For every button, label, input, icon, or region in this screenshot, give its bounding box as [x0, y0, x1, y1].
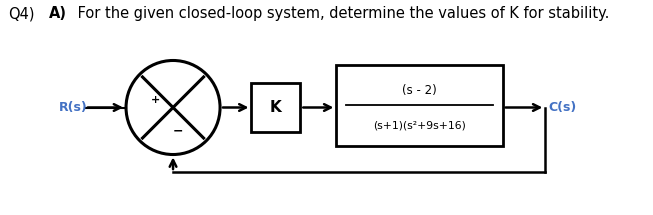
Text: +: +: [151, 95, 160, 105]
Bar: [336, 64, 503, 146]
Text: K: K: [270, 100, 281, 115]
Text: (s+1)(s²+9s+16): (s+1)(s²+9s+16): [373, 121, 466, 131]
Text: −: −: [172, 124, 183, 138]
Text: C(s): C(s): [549, 101, 577, 114]
Text: A): A): [49, 6, 67, 22]
Text: (s - 2): (s - 2): [402, 84, 437, 97]
Text: R(s): R(s): [59, 101, 88, 114]
Text: For the given closed-loop system, determine the values of K for stability.: For the given closed-loop system, determ…: [73, 6, 609, 22]
Text: Q4): Q4): [8, 6, 35, 22]
Bar: [251, 83, 300, 132]
